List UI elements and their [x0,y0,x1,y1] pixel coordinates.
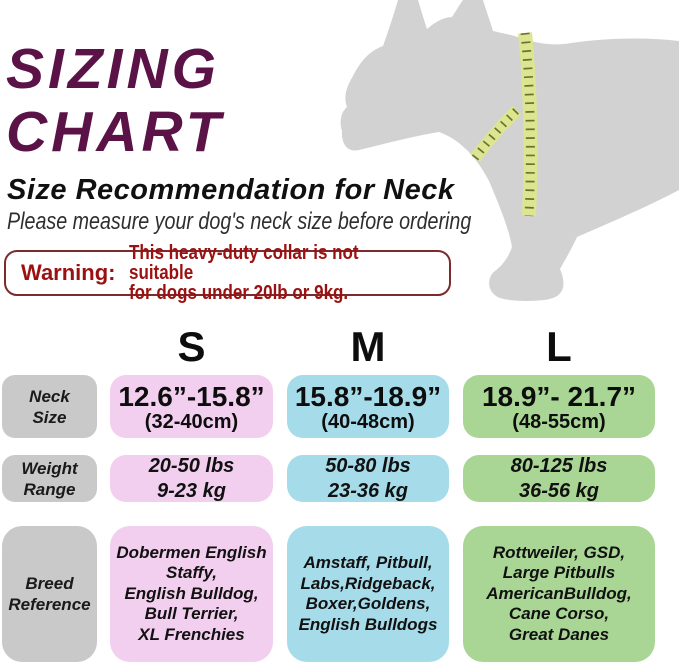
warning-label: Warning: [21,260,116,285]
breed-list-l: Rottweiler, GSD, Large Pitbulls American… [486,542,632,644]
weight-range-text-l: 80-125 lbs 36-56 kg [510,454,608,502]
breed-reference-cell-m: Amstaff, Pitbull, Labs,Ridgeback, Boxer,… [287,526,449,662]
dog-silhouette-with-tape-illustration [340,0,679,301]
warning-message: This heavy-duty collar is not suitable f… [128,242,359,304]
measure-note-text: Please measure your dog's neck size befo… [7,208,472,235]
row-label-neck-size: Neck Size [2,375,97,438]
warning-box: Warning: This heavy-duty collar is not s… [4,243,451,303]
neck-size-cm-m: (40-48cm) [321,410,415,433]
page-title: SIZING CHART [6,37,225,164]
neck-size-cell-l: 18.9”- 21.7” (48-55cm) [463,375,655,438]
neck-size-inches-s: 12.6”-15.8” [118,380,265,412]
neck-size-cm-s: (32-40cm) [144,410,239,433]
weight-range-text-m: 50-80 lbs 23-36 kg [325,454,411,502]
neck-size-inches-l: 18.9”- 21.7” [481,380,637,412]
neck-size-cm-l: (48-55cm) [512,410,606,433]
measuring-tape-diagonal [470,105,522,162]
dog-body-shape [340,0,679,301]
neck-size-cell-m: 15.8”-18.9” (40-48cm) [287,375,449,438]
measure-note: Please measure your dog's neck size befo… [7,208,573,236]
subtitle: Size Recommendation for Neck [7,174,455,206]
row-label-breed-reference: Breed Reference [2,526,97,662]
weight-range-cell-l: 80-125 lbs 36-56 kg [463,455,655,502]
column-header-size-l: L [546,323,572,370]
breed-reference-cell-l: Rottweiler, GSD, Large Pitbulls American… [463,526,655,662]
row-label-weight-range: Weight Range [2,455,97,502]
breed-list-m: Amstaff, Pitbull, Labs,Ridgeback, Boxer,… [298,553,438,634]
weight-range-text-s: 20-50 lbs 9-23 kg [148,454,235,502]
measuring-tape-vertical-ticks [520,32,535,217]
weight-range-cell-s: 20-50 lbs 9-23 kg [110,455,273,502]
breed-reference-cell-s: Dobermen English Staffy, English Bulldog… [110,526,273,662]
column-header-size-s: S [177,323,206,370]
breed-list-s: Dobermen English Staffy, English Bulldog… [116,542,267,644]
column-header-size-m: M [350,323,386,370]
weight-range-cell-m: 50-80 lbs 23-36 kg [287,455,449,502]
neck-size-inches-m: 15.8”-18.9” [294,380,442,412]
neck-size-cell-s: 12.6”-15.8” (32-40cm) [110,375,273,438]
